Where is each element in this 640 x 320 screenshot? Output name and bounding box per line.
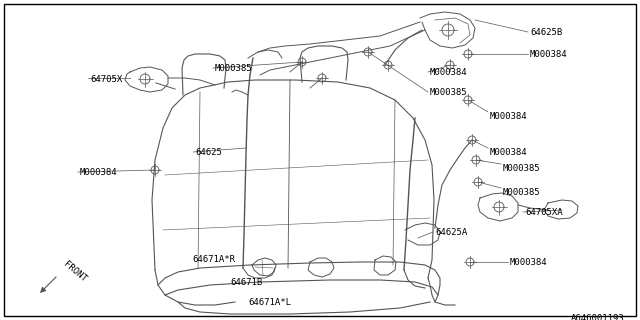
Text: 64625: 64625	[195, 148, 222, 157]
Text: 64705XA: 64705XA	[525, 208, 563, 217]
Text: M000384: M000384	[530, 50, 568, 59]
Text: M000384: M000384	[430, 68, 468, 77]
Text: M000385: M000385	[430, 88, 468, 97]
Text: 64705X: 64705X	[90, 75, 122, 84]
Text: 64671A*R: 64671A*R	[192, 255, 235, 264]
Text: A646001193: A646001193	[572, 314, 625, 320]
Text: 64625B: 64625B	[530, 28, 563, 37]
Text: 64625A: 64625A	[435, 228, 467, 237]
Text: M000384: M000384	[80, 168, 118, 177]
Text: M000385: M000385	[503, 188, 541, 197]
Text: 64671A*L: 64671A*L	[248, 298, 291, 307]
Text: FRONT: FRONT	[62, 260, 88, 284]
Text: M000385: M000385	[503, 164, 541, 173]
Text: M000384: M000384	[490, 148, 527, 157]
Text: M000385: M000385	[215, 64, 253, 73]
Text: 64671B: 64671B	[230, 278, 262, 287]
Text: M000384: M000384	[510, 258, 548, 267]
Text: M000384: M000384	[490, 112, 527, 121]
